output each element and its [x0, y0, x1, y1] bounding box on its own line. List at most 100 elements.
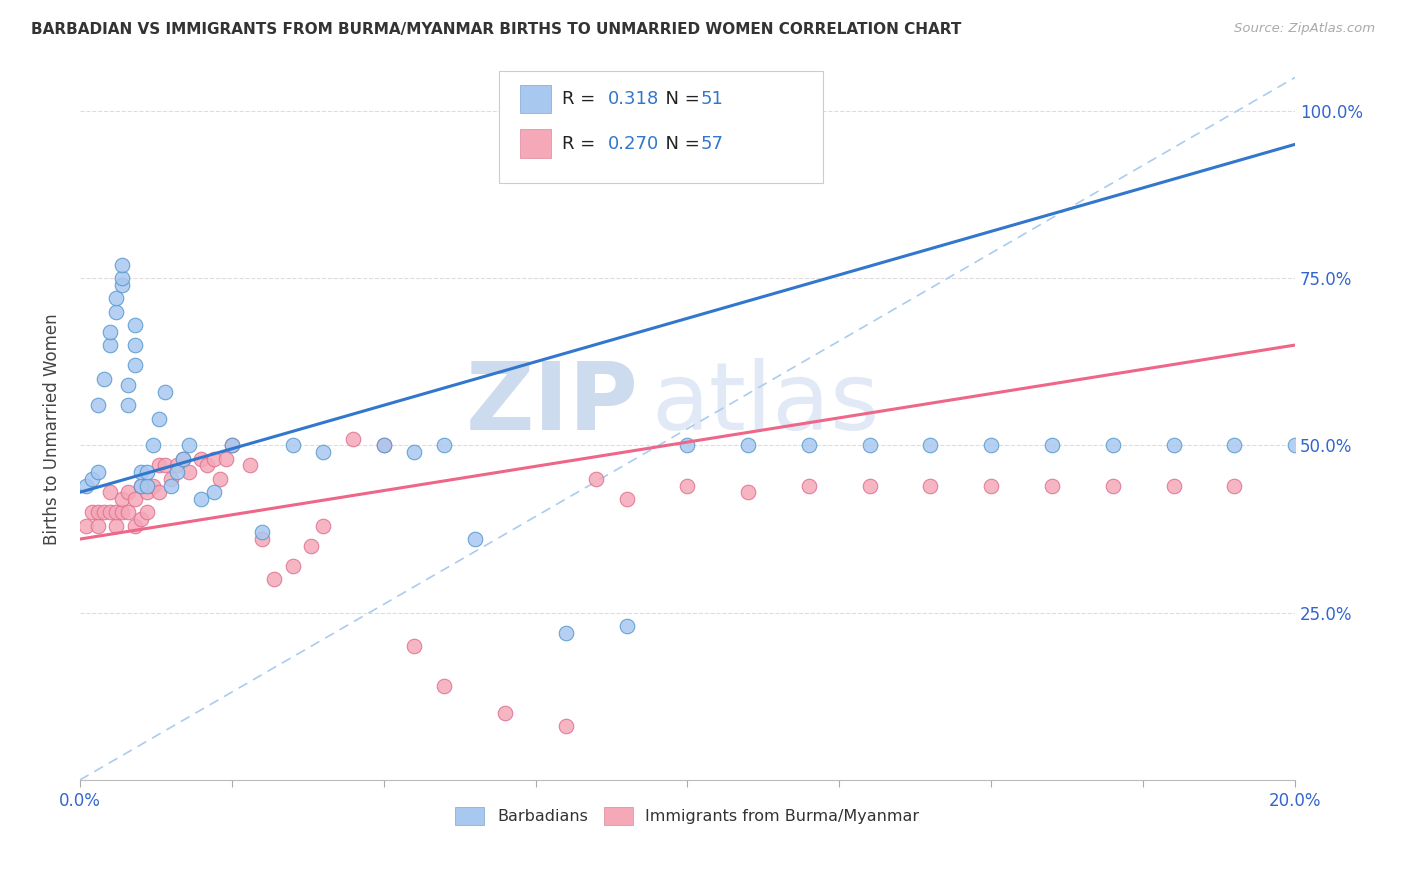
- Point: [494, 706, 516, 720]
- Point: [179, 465, 201, 479]
- Text: 51: 51: [700, 90, 723, 108]
- Text: atlas: atlas: [651, 358, 879, 450]
- Point: [737, 485, 759, 500]
- Point: [75, 518, 97, 533]
- Point: [105, 518, 128, 533]
- Point: [402, 639, 425, 653]
- Point: [117, 485, 139, 500]
- Point: [616, 491, 638, 506]
- Text: BARBADIAN VS IMMIGRANTS FROM BURMA/MYANMAR BIRTHS TO UNMARRIED WOMEN CORRELATION: BARBADIAN VS IMMIGRANTS FROM BURMA/MYANM…: [31, 22, 962, 37]
- Point: [87, 398, 110, 412]
- Point: [281, 558, 304, 573]
- Text: ZIP: ZIP: [465, 358, 638, 450]
- Point: [202, 451, 225, 466]
- Point: [135, 465, 157, 479]
- Point: [797, 478, 820, 492]
- Point: [142, 478, 165, 492]
- Point: [124, 358, 146, 372]
- Point: [153, 458, 176, 473]
- Point: [98, 505, 121, 519]
- Point: [117, 505, 139, 519]
- Point: [105, 304, 128, 318]
- Point: [342, 432, 364, 446]
- Point: [129, 465, 152, 479]
- Text: N =: N =: [654, 90, 706, 108]
- Point: [142, 438, 165, 452]
- Point: [1101, 438, 1123, 452]
- Point: [124, 338, 146, 352]
- Point: [402, 445, 425, 459]
- Point: [135, 485, 157, 500]
- Point: [616, 619, 638, 633]
- Point: [87, 518, 110, 533]
- Point: [111, 491, 134, 506]
- Point: [1223, 478, 1246, 492]
- Point: [98, 485, 121, 500]
- Point: [250, 525, 273, 540]
- Point: [117, 378, 139, 392]
- Point: [179, 438, 201, 452]
- Text: N =: N =: [654, 135, 706, 153]
- Point: [80, 472, 103, 486]
- Point: [1101, 478, 1123, 492]
- Point: [859, 478, 882, 492]
- Point: [585, 472, 607, 486]
- Point: [153, 384, 176, 399]
- Point: [105, 505, 128, 519]
- Point: [160, 472, 183, 486]
- Point: [166, 458, 188, 473]
- Text: 0.270: 0.270: [607, 135, 658, 153]
- Point: [215, 451, 238, 466]
- Point: [239, 458, 262, 473]
- Point: [111, 277, 134, 292]
- Point: [920, 478, 942, 492]
- Point: [124, 518, 146, 533]
- Legend: Barbadians, Immigrants from Burma/Myanmar: Barbadians, Immigrants from Burma/Myanma…: [456, 807, 920, 825]
- Point: [263, 572, 285, 586]
- Text: R =: R =: [562, 135, 602, 153]
- Point: [373, 438, 395, 452]
- Point: [312, 518, 335, 533]
- Point: [1163, 438, 1185, 452]
- Point: [797, 438, 820, 452]
- Point: [135, 505, 157, 519]
- Point: [135, 478, 157, 492]
- Point: [1284, 438, 1306, 452]
- Point: [980, 478, 1002, 492]
- Point: [160, 478, 183, 492]
- Text: 57: 57: [700, 135, 723, 153]
- Point: [555, 625, 578, 640]
- Point: [1040, 478, 1063, 492]
- Point: [676, 478, 699, 492]
- Point: [197, 458, 219, 473]
- Point: [433, 679, 456, 693]
- Point: [87, 465, 110, 479]
- Point: [202, 485, 225, 500]
- Point: [98, 325, 121, 339]
- Point: [124, 318, 146, 332]
- Point: [281, 438, 304, 452]
- Point: [148, 485, 170, 500]
- Point: [190, 451, 212, 466]
- Point: [166, 465, 188, 479]
- Point: [75, 478, 97, 492]
- Y-axis label: Births to Unmarried Women: Births to Unmarried Women: [44, 313, 60, 544]
- Point: [676, 438, 699, 452]
- Point: [172, 451, 194, 466]
- Point: [312, 445, 335, 459]
- Point: [221, 438, 243, 452]
- Point: [111, 258, 134, 272]
- Point: [221, 438, 243, 452]
- Point: [93, 371, 115, 385]
- Point: [148, 411, 170, 425]
- Point: [555, 719, 578, 733]
- Point: [250, 532, 273, 546]
- Point: [190, 491, 212, 506]
- Point: [859, 438, 882, 452]
- Point: [737, 438, 759, 452]
- Point: [1040, 438, 1063, 452]
- Point: [111, 271, 134, 285]
- Text: R =: R =: [562, 90, 602, 108]
- Point: [433, 438, 456, 452]
- Point: [117, 398, 139, 412]
